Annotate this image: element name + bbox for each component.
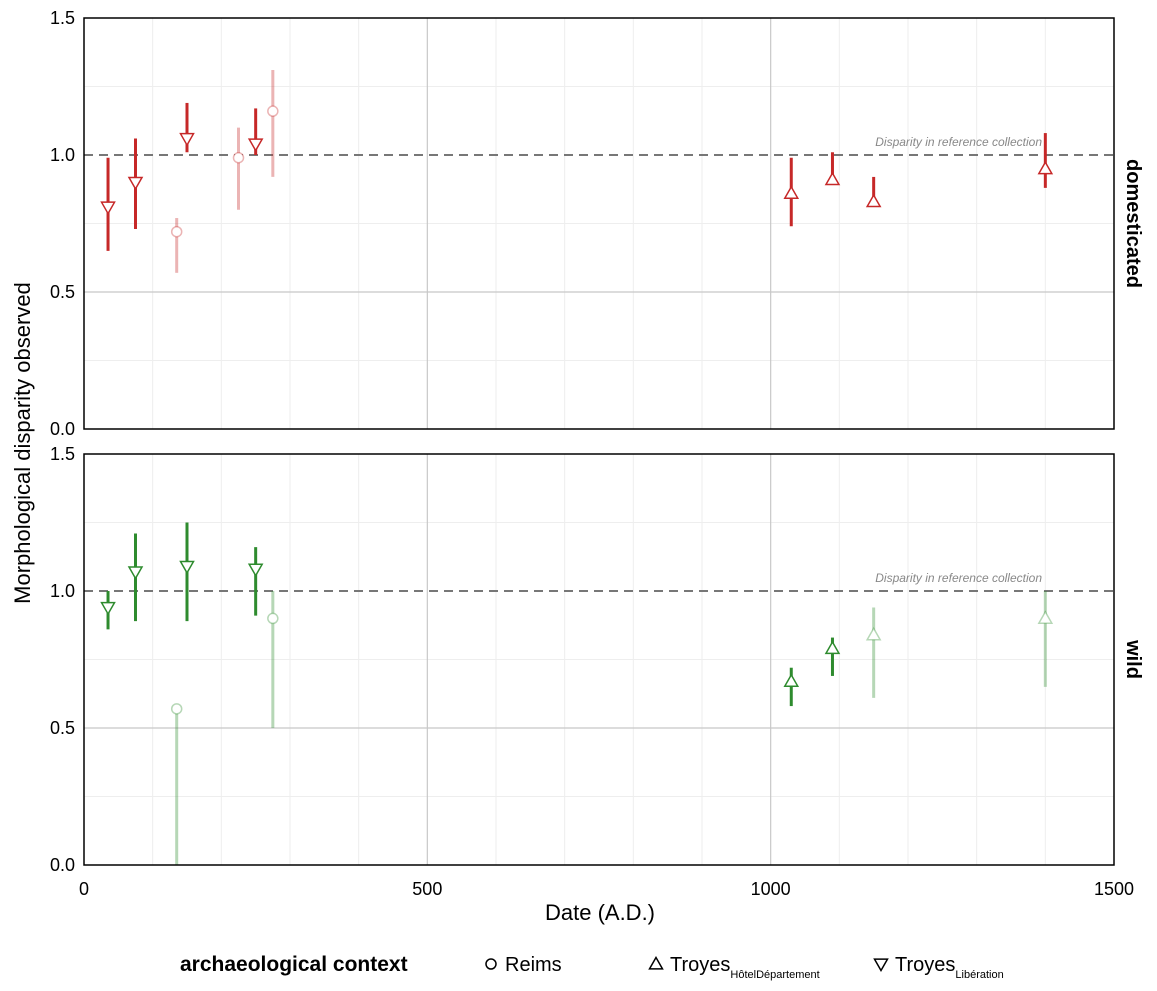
reference-line-label: Disparity in reference collection [875, 135, 1042, 149]
legend-title: archaeological context [180, 953, 408, 976]
legend-label: Reims [505, 954, 562, 976]
panel-frame [83, 17, 1115, 430]
legend-marker [873, 958, 889, 973]
point-marker [179, 132, 195, 147]
legend-label: TroyesHôtelDépartement [670, 954, 820, 981]
point-marker [170, 703, 183, 715]
legend-entry: TroyesHôtelDépartement [648, 954, 820, 981]
point-marker [179, 560, 195, 575]
point-marker [267, 105, 279, 117]
point-marker [127, 176, 144, 191]
legend-entry: TroyesLibération [873, 954, 1004, 981]
y-tick-label: 1.0 [50, 145, 75, 165]
strip-label-domesticated: domesticated [1122, 159, 1144, 288]
data-point [783, 667, 800, 707]
legend-entry: Reims [485, 954, 562, 976]
point-marker [824, 171, 841, 186]
point-marker [783, 185, 800, 199]
point-marker [100, 201, 116, 216]
data-point [865, 607, 882, 698]
x-tick-label: 500 [412, 879, 442, 899]
y-tick-label: 0.0 [50, 419, 75, 439]
point-marker [824, 640, 841, 655]
x-axis-title: Date (A.D.) [545, 900, 655, 925]
y-tick-label: 0.5 [50, 282, 75, 302]
data-point [1037, 591, 1054, 687]
y-tick-label: 1.5 [50, 444, 75, 464]
data-point [179, 522, 195, 622]
data-point [865, 176, 882, 208]
point-marker [170, 225, 183, 238]
y-axis-title: Morphological disparity observed [10, 282, 35, 604]
point-marker [100, 601, 116, 616]
y-tick-label: 0.5 [50, 718, 75, 738]
data-point [824, 152, 841, 186]
data-point [127, 533, 144, 622]
point-marker [1037, 160, 1054, 175]
point-marker [247, 563, 264, 578]
data-point [267, 591, 279, 728]
legend-marker [485, 958, 497, 970]
x-tick-label: 1500 [1094, 879, 1134, 899]
data-point [1037, 133, 1054, 188]
point-marker [127, 566, 144, 580]
x-tick-label: 1000 [751, 879, 791, 899]
y-tick-label: 1.5 [50, 8, 75, 28]
data-point [247, 547, 264, 616]
legend-marker [648, 955, 664, 970]
y-tick-label: 0.0 [50, 855, 75, 875]
point-marker [247, 138, 264, 153]
data-point [170, 218, 183, 273]
panel-wild: Disparity in reference collection 0.0 0.5 1… [50, 444, 1144, 875]
point-marker [783, 673, 800, 688]
point-marker [865, 626, 882, 641]
point-marker [267, 612, 279, 625]
strip-label-wild: wild [1122, 639, 1144, 679]
legend-label: TroyesLibération [895, 954, 1004, 981]
data-point [783, 157, 800, 227]
data-point [100, 591, 116, 630]
data-point [267, 70, 279, 177]
data-point [127, 138, 144, 229]
legend: archaeological context Reims TroyesHôtelD… [180, 953, 1004, 981]
panel-frame [83, 453, 1115, 866]
data-point [179, 102, 195, 153]
x-tick-label: 0 [79, 879, 89, 899]
reference-line-label: Disparity in reference collection [875, 571, 1042, 585]
legend-label-subscript: HôtelDépartement [730, 969, 819, 981]
legend-label-subscript: Libération [955, 969, 1003, 981]
panel-domesticated: Disparity in reference collection 0.0 0.5 1… [50, 8, 1144, 439]
point-marker [1037, 610, 1054, 625]
point-marker [232, 151, 245, 164]
panels-layer: Disparity in reference collection 0.0 0.5 1… [50, 8, 1144, 899]
data-point [247, 108, 264, 155]
point-marker [865, 193, 882, 208]
data-point [100, 157, 116, 251]
y-tick-label: 1.0 [50, 581, 75, 601]
data-point [170, 703, 183, 865]
data-point [824, 637, 841, 676]
data-point [232, 127, 245, 210]
